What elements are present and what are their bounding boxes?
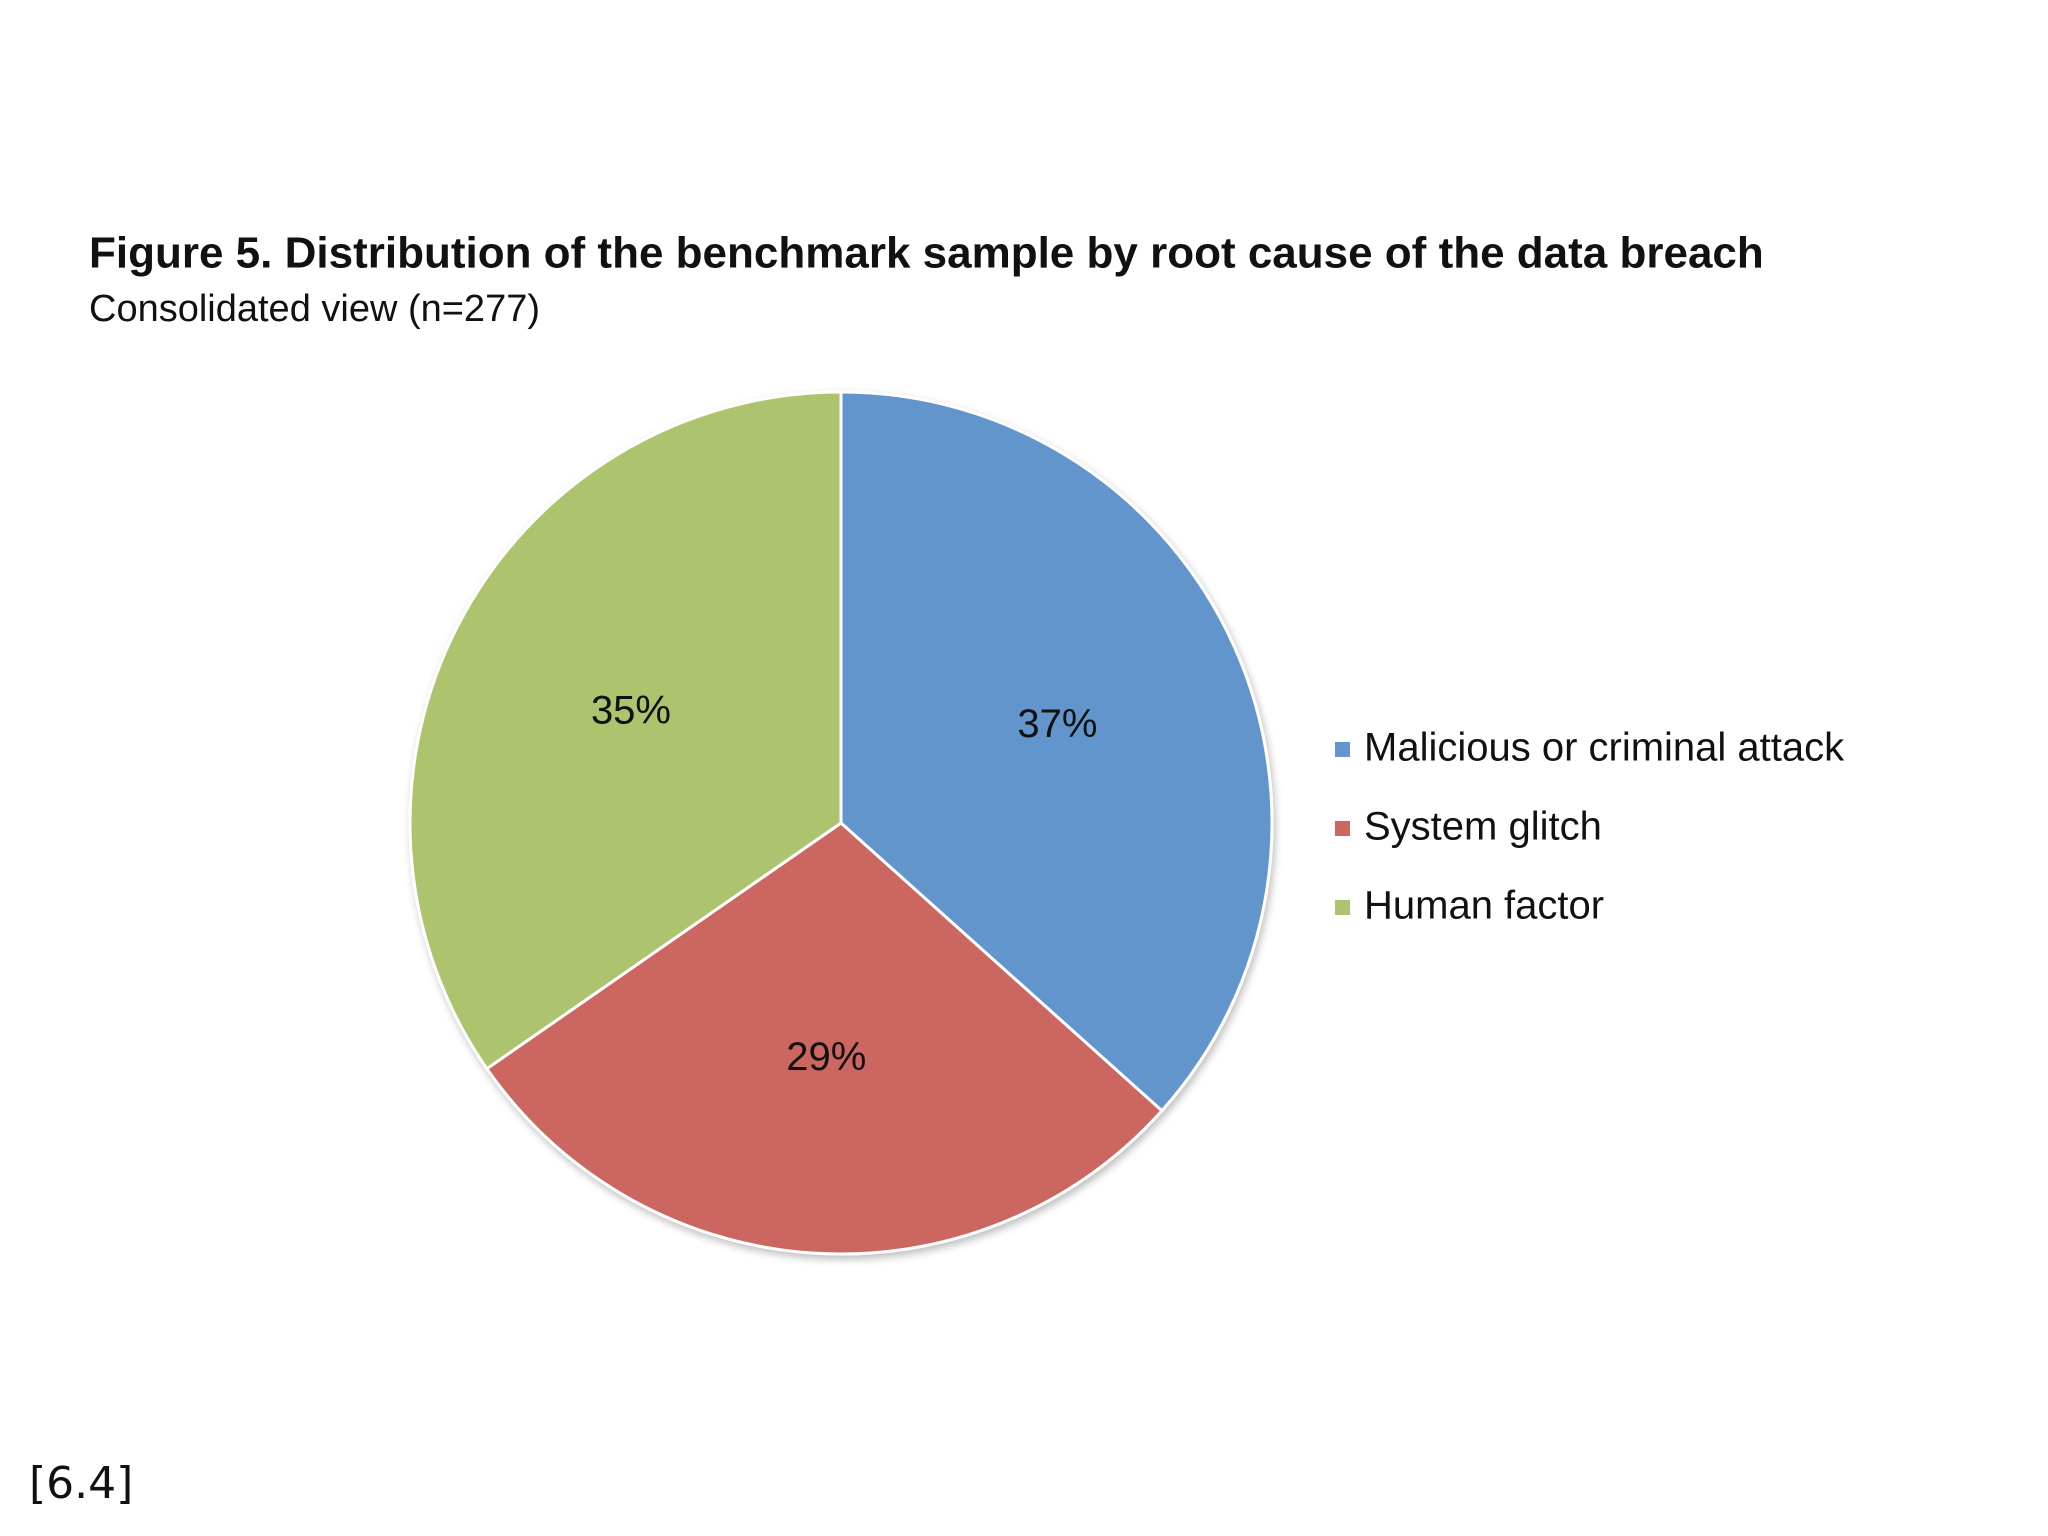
pie (408, 390, 1274, 1256)
pie-slice (484, 821, 1165, 1256)
slide-note: [6.4] (29, 1458, 133, 1509)
data-label: 29% (786, 1035, 866, 1079)
legend-label: Malicious or criminal attack (1364, 726, 1845, 770)
chart-subtitle: Consolidated view (n=277) (89, 288, 540, 330)
legend-label: System glitch (1364, 805, 1602, 849)
data-label: 37% (1017, 702, 1097, 746)
legend-swatch (1335, 900, 1350, 915)
pie-slice (839, 390, 1274, 1113)
chart-title: Figure 5. Distribution of the benchmark … (89, 229, 1764, 278)
data-label: 35% (591, 689, 671, 733)
legend-label: Human factor (1364, 884, 1604, 928)
legend-swatch (1335, 821, 1350, 836)
legend-swatch (1335, 742, 1350, 757)
pie-slice (408, 390, 843, 1071)
